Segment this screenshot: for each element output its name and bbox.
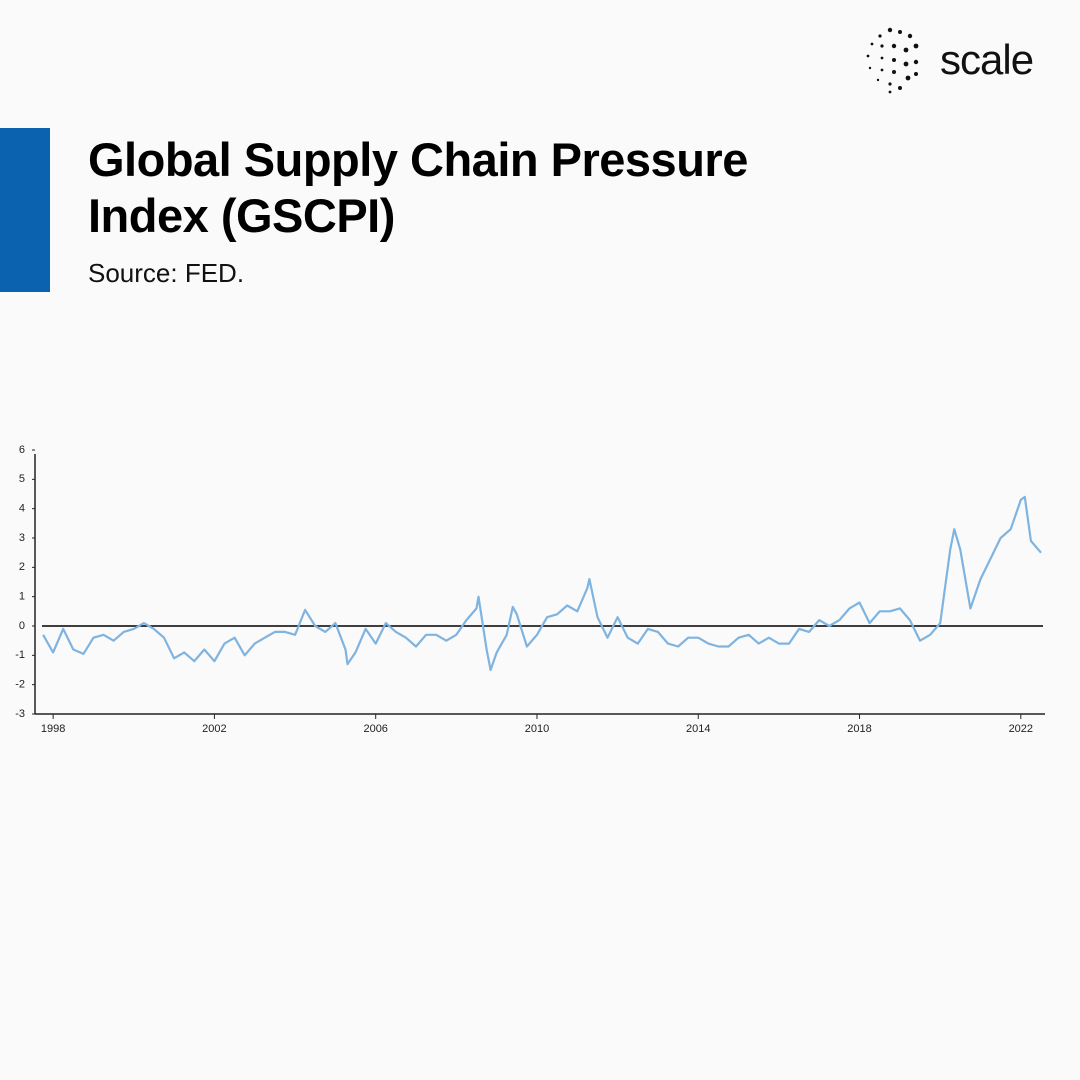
y-tick-label: 5 xyxy=(19,473,25,485)
data-line xyxy=(42,495,1042,672)
x-tick-label: 2006 xyxy=(363,723,387,735)
y-tick-label: 1 xyxy=(19,591,25,603)
chart-title: Global Supply Chain Pressure Index (GSCP… xyxy=(88,133,748,242)
accent-bar xyxy=(0,128,50,292)
logo-mark xyxy=(866,27,919,94)
x-tick-label: 2014 xyxy=(686,723,710,735)
chart-subtitle: Source: FED. xyxy=(88,258,245,288)
x-tick-label: 2002 xyxy=(202,723,226,735)
y-tick-label: -2 xyxy=(15,679,25,691)
y-tick-label: 2 xyxy=(19,561,25,573)
y-tick-label: 3 xyxy=(19,532,25,544)
x-tick-label: 2022 xyxy=(1009,723,1033,735)
y-tick-label: -3 xyxy=(15,708,25,720)
brand-name: scale xyxy=(940,36,1034,83)
x-tick-label: 2010 xyxy=(525,723,549,735)
y-tick-label: 4 xyxy=(19,503,25,515)
y-tick-label: 6 xyxy=(19,444,25,456)
y-tick-label: 0 xyxy=(19,620,25,632)
x-tick-label: 1998 xyxy=(41,723,65,735)
x-tick-label: 2018 xyxy=(847,723,871,735)
y-tick-label: -1 xyxy=(15,649,25,661)
